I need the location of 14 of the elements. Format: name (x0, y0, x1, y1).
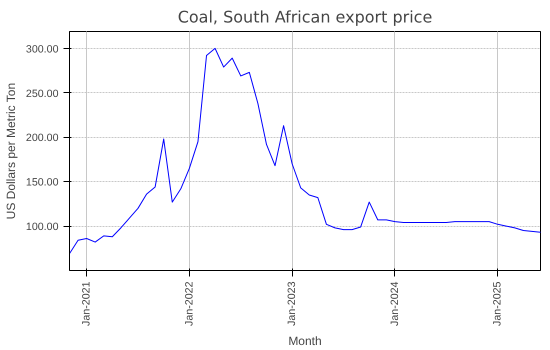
x-tick-label: Jan-2025 (492, 281, 504, 326)
x-tick-label: Jan-2024 (388, 281, 401, 326)
y-axis-title: US Dollars per Metric Ton (4, 82, 18, 220)
x-tick-label: Jan-2023 (286, 281, 298, 326)
x-tick-label: Jan-2022 (183, 281, 196, 326)
y-tick-label: 200.00 (26, 132, 59, 144)
chart-title: Coal, South African export price (178, 8, 432, 26)
y-tick-label: 100.00 (26, 221, 59, 234)
y-tick-label: 300.00 (26, 43, 59, 56)
x-axis-title: Month (288, 334, 322, 348)
line-series (70, 48, 540, 254)
y-tick-label: 250.00 (26, 88, 59, 100)
x-tick-label: Jan-2021 (80, 281, 93, 326)
y-tick-label: 150.00 (26, 176, 59, 189)
